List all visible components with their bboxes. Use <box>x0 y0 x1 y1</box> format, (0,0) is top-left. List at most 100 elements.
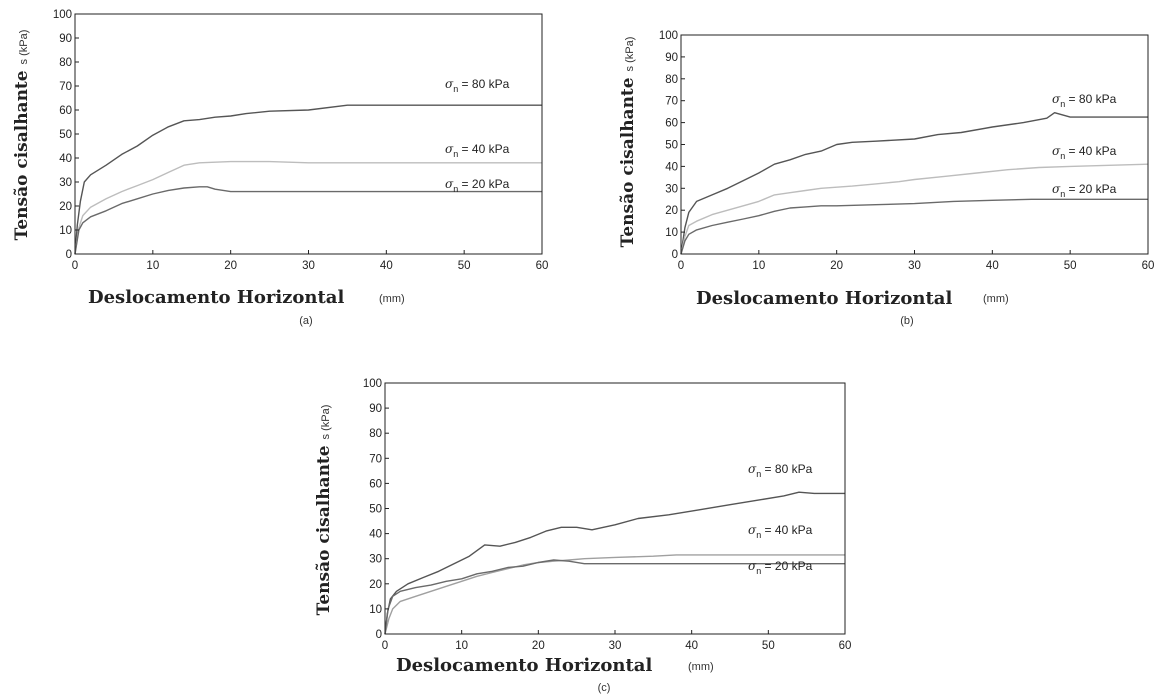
y-tick-label: 90 <box>369 403 382 415</box>
x-tick-label: 0 <box>678 260 684 272</box>
series-label-value: = 20 kPa <box>761 559 812 573</box>
panel-label: (b) <box>900 315 913 327</box>
x-axis-unit: (mm) <box>983 293 1009 305</box>
series-label-value: = 40 kPa <box>458 142 509 156</box>
x-tick-label: 50 <box>1064 260 1077 272</box>
y-tick-label: 0 <box>672 249 678 261</box>
x-tick-label: 10 <box>146 260 159 272</box>
x-tick-label: 20 <box>830 260 843 272</box>
x-axis-title: Deslocamento Horizontal <box>396 655 652 676</box>
x-axis-unit: (mm) <box>379 293 405 305</box>
y-tick-label: 40 <box>665 161 678 173</box>
y-axis-subscript: s <box>320 433 332 439</box>
y-tick-label: 20 <box>369 579 382 591</box>
x-tick-label: 60 <box>536 260 549 272</box>
x-tick-label: 30 <box>302 260 315 272</box>
series-label: σn = 80 kPa <box>748 462 813 479</box>
y-tick-label: 30 <box>369 554 382 566</box>
sigma-subscript: n <box>1060 151 1065 161</box>
x-tick-label: 60 <box>839 640 852 652</box>
sigma-symbol: σ <box>1052 144 1061 158</box>
series-line-80kpa <box>384 491 845 635</box>
x-tick-label: 10 <box>455 640 468 652</box>
y-tick-label: 40 <box>59 153 72 165</box>
sigma-subscript: n <box>1060 99 1065 109</box>
y-tick-label: 80 <box>665 74 678 86</box>
y-axis-title: Tensão cisalhante s (kPa) <box>618 37 638 248</box>
y-tick-label: 70 <box>59 81 72 93</box>
y-axis-subscript: s <box>624 65 636 71</box>
series-label: σn = 20 kPa <box>445 177 510 194</box>
sigma-subscript: n <box>1060 189 1065 199</box>
x-tick-label: 60 <box>1142 260 1155 272</box>
sigma-subscript: n <box>453 149 458 159</box>
y-tick-label: 100 <box>659 30 678 42</box>
series-label-value: = 80 kPa <box>761 462 812 476</box>
chart-panel-a: 0 10 20 30 40 50 60 70 80 90 100 0 10 20 30 40 50 60 Tensã… <box>12 9 549 327</box>
sigma-symbol: σ <box>748 559 757 573</box>
series-label-value: = 80 kPa <box>1065 92 1116 106</box>
y-axis-title-text: Tensão cisalhante <box>314 439 334 615</box>
x-tick-label: 30 <box>908 260 921 272</box>
series-label-value: = 40 kPa <box>1065 144 1116 158</box>
panel-label: (a) <box>299 315 312 327</box>
y-tick-label: 100 <box>363 378 382 390</box>
x-tick-label: 10 <box>752 260 765 272</box>
sigma-symbol: σ <box>445 142 454 156</box>
y-tick-label: 60 <box>59 105 72 117</box>
series-label-value: = 20 kPa <box>458 177 509 191</box>
y-tick-label: 90 <box>665 52 678 64</box>
plot-frame <box>74 13 543 255</box>
series-label: σn = 20 kPa <box>748 559 813 576</box>
sigma-subscript: n <box>453 184 458 194</box>
y-tick-label: 80 <box>369 428 382 440</box>
x-axis-title: Deslocamento Horizontal <box>88 287 344 308</box>
sigma-subscript: n <box>756 566 761 576</box>
x-tick-label: 40 <box>685 640 698 652</box>
y-tick-label: 80 <box>59 57 72 69</box>
panel-label: (c) <box>598 682 611 694</box>
y-tick-label: 0 <box>66 249 72 261</box>
y-axis-title-text: Tensão cisalhante <box>12 64 32 240</box>
series-label: σn = 80 kPa <box>1052 92 1117 109</box>
y-tick-label: 0 <box>376 629 382 641</box>
series-line-40kpa <box>680 163 1149 255</box>
y-axis-unit: (kPa) <box>320 405 332 434</box>
series-label-value: = 80 kPa <box>458 77 509 91</box>
y-tick-label: 30 <box>665 183 678 195</box>
y-axis-unit: (kPa) <box>18 30 30 59</box>
series-label: σn = 80 kPa <box>445 77 510 94</box>
y-tick-label: 40 <box>369 529 382 541</box>
y-tick-label: 60 <box>369 478 382 490</box>
y-tick-label: 10 <box>369 604 382 616</box>
y-axis-title-text: Tensão cisalhante <box>618 71 638 247</box>
y-tick-label: 90 <box>59 33 72 45</box>
x-axis-unit: (mm) <box>688 661 714 673</box>
series-line-80kpa <box>680 112 1148 255</box>
x-tick-label: 0 <box>72 260 78 272</box>
sigma-subscript: n <box>756 469 761 479</box>
sigma-symbol: σ <box>1052 92 1061 106</box>
y-tick-label: 60 <box>665 118 678 130</box>
y-tick-label: 100 <box>53 9 72 21</box>
plot-frame <box>384 382 846 635</box>
y-axis-title: Tensão cisalhante s (kPa) <box>314 405 334 616</box>
chart-panel-c: 0 10 20 30 40 50 60 70 80 90 100 0 10 20 30 40 50 60 Tensã… <box>314 378 852 694</box>
x-tick-label: 40 <box>986 260 999 272</box>
sigma-subscript: n <box>453 84 458 94</box>
series-line-40kpa <box>74 160 542 255</box>
sigma-symbol: σ <box>1052 182 1061 196</box>
y-tick-label: 70 <box>369 453 382 465</box>
y-tick-label: 70 <box>665 96 678 108</box>
x-tick-label: 0 <box>382 640 388 652</box>
series-line-20kpa <box>384 559 845 635</box>
sigma-subscript: n <box>756 530 761 540</box>
y-tick-label: 20 <box>59 201 72 213</box>
x-tick-label: 30 <box>609 640 622 652</box>
series-label: σn = 20 kPa <box>1052 182 1117 199</box>
y-tick-label: 50 <box>369 504 382 516</box>
x-axis-title: Deslocamento Horizontal <box>696 288 952 309</box>
sigma-symbol: σ <box>748 523 757 537</box>
sigma-symbol: σ <box>748 462 757 476</box>
series-label: σn = 40 kPa <box>445 142 510 159</box>
